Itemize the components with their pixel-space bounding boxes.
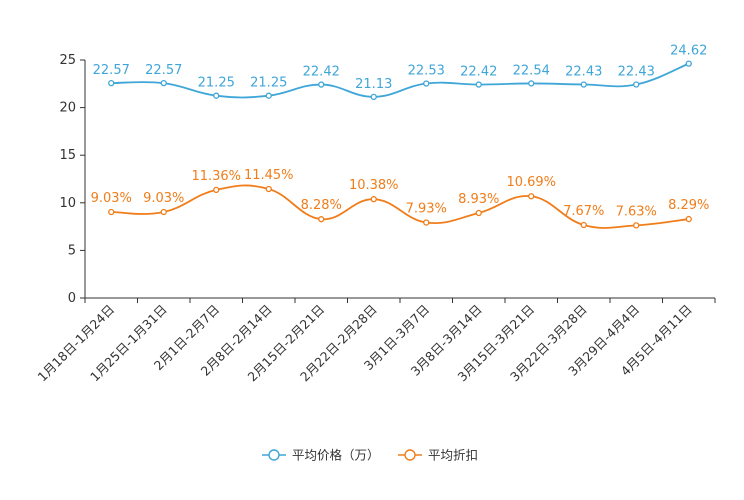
data-label: 22.43 — [618, 64, 655, 79]
legend-marker-icon — [268, 449, 280, 461]
y-tick-label: 5 — [68, 243, 76, 258]
legend-item-2[interactable]: 平均折扣 — [398, 448, 478, 463]
series-lines — [108, 60, 692, 229]
data-point[interactable] — [108, 208, 115, 216]
data-label: 21.25 — [250, 76, 287, 91]
data-label: 11.36% — [191, 169, 241, 184]
data-point[interactable] — [633, 81, 640, 88]
data-point[interactable] — [580, 81, 587, 88]
data-point[interactable] — [528, 80, 535, 87]
data-label: 8.93% — [458, 192, 499, 207]
legend-item-1[interactable]: 平均价格（万） — [262, 448, 380, 463]
y-tick-label: 15 — [59, 148, 76, 163]
data-point[interactable] — [685, 60, 692, 67]
data-label: 22.42 — [460, 65, 497, 80]
data-point[interactable] — [318, 216, 325, 223]
legend-marker-icon — [404, 449, 416, 461]
data-label: 22.54 — [513, 63, 550, 78]
data-label: 10.38% — [349, 178, 399, 193]
data-point[interactable] — [580, 221, 587, 229]
y-tick-label: 25 — [59, 53, 76, 68]
data-label: 9.03% — [91, 191, 132, 206]
data-point[interactable] — [370, 93, 377, 100]
data-point[interactable] — [423, 80, 430, 87]
data-label: 22.57 — [145, 63, 182, 78]
data-point[interactable] — [685, 215, 692, 223]
data-label: 7.93% — [406, 202, 447, 217]
legend[interactable]: 平均价格（万） 平均折扣 — [262, 448, 478, 463]
data-label: 8.29% — [668, 198, 709, 213]
data-label: 11.45% — [244, 168, 294, 183]
data-label: 22.43 — [565, 64, 602, 79]
data-point[interactable] — [160, 79, 167, 87]
data-point[interactable] — [475, 209, 482, 217]
data-point[interactable] — [475, 81, 482, 88]
data-point[interactable] — [108, 79, 115, 87]
data-point[interactable] — [423, 219, 430, 226]
data-point[interactable] — [213, 92, 220, 99]
data-point[interactable] — [633, 222, 640, 229]
data-point[interactable] — [370, 196, 377, 203]
data-label: 7.67% — [563, 204, 604, 219]
data-label: 10.69% — [506, 175, 556, 190]
data-label: 7.63% — [616, 204, 657, 219]
series-line-1 — [111, 62, 690, 99]
data-labels: 22.57 22.57 21.25 21.25 22.42 21.13 22.53 22.42… — [91, 44, 710, 220]
data-point[interactable] — [265, 92, 272, 99]
data-label: 21.13 — [355, 77, 392, 92]
y-tick-label: 10 — [59, 196, 76, 211]
data-point[interactable] — [160, 208, 167, 216]
data-label: 21.25 — [198, 76, 235, 91]
y-tick-label: 20 — [59, 101, 76, 116]
data-label: 22.42 — [303, 65, 340, 80]
data-point[interactable] — [528, 193, 535, 200]
data-label: 8.28% — [301, 198, 342, 213]
axes: 05101520251月18日-1月24日1月25日-1月31日2月1日-2月7… — [34, 53, 716, 384]
data-label: 22.57 — [93, 63, 130, 78]
legend-label: 平均价格（万） — [292, 448, 380, 463]
y-tick-label: 0 — [68, 291, 76, 306]
data-point[interactable] — [213, 186, 220, 194]
data-label: 22.53 — [408, 64, 445, 79]
data-label: 9.03% — [143, 191, 184, 206]
data-label: 24.62 — [670, 44, 707, 59]
legend-label: 平均折扣 — [428, 448, 478, 463]
data-point[interactable] — [265, 185, 272, 193]
data-point[interactable] — [318, 81, 325, 88]
